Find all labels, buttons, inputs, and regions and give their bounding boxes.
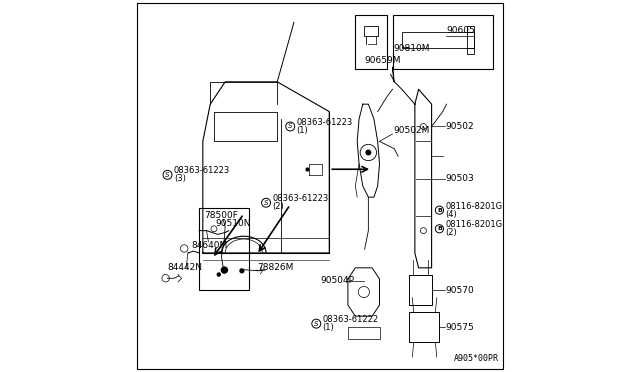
Text: (2): (2) xyxy=(273,202,284,211)
Text: (1): (1) xyxy=(323,323,334,332)
Bar xyxy=(364,26,378,36)
Text: 78826M: 78826M xyxy=(257,263,293,272)
Text: 90504P: 90504P xyxy=(320,276,354,285)
Text: 90503: 90503 xyxy=(445,174,474,183)
Bar xyxy=(392,15,493,69)
Text: S: S xyxy=(264,200,268,206)
Circle shape xyxy=(239,268,244,273)
Text: 90605: 90605 xyxy=(447,26,476,35)
Bar xyxy=(355,15,387,69)
Text: (4): (4) xyxy=(445,210,457,219)
Text: 08363-61222: 08363-61222 xyxy=(323,315,379,324)
Text: 08116-8201G: 08116-8201G xyxy=(445,220,502,229)
Bar xyxy=(402,32,474,48)
Text: S: S xyxy=(288,124,292,129)
Text: (1): (1) xyxy=(296,126,308,135)
Bar xyxy=(467,26,474,54)
Text: B: B xyxy=(437,226,442,231)
Text: 90502: 90502 xyxy=(445,122,474,131)
Text: B: B xyxy=(437,208,442,213)
Text: 84442N: 84442N xyxy=(168,263,202,272)
Bar xyxy=(199,208,250,290)
Text: S: S xyxy=(314,321,319,327)
Text: 08363-61223: 08363-61223 xyxy=(273,194,328,203)
Bar xyxy=(348,327,380,339)
Text: 90510N: 90510N xyxy=(216,219,252,228)
Text: S: S xyxy=(165,172,170,178)
Circle shape xyxy=(221,266,228,274)
Text: 08363-61223: 08363-61223 xyxy=(174,166,230,175)
Circle shape xyxy=(216,272,221,277)
Text: A905*00PR: A905*00PR xyxy=(454,354,499,363)
Text: 90570: 90570 xyxy=(445,286,474,295)
Text: 90575: 90575 xyxy=(445,323,474,332)
Text: 90810M: 90810M xyxy=(394,44,430,53)
Text: 08363-61223: 08363-61223 xyxy=(296,118,353,126)
Text: 90502M: 90502M xyxy=(394,126,429,135)
Text: 84640M: 84640M xyxy=(191,241,228,250)
Text: (2): (2) xyxy=(445,228,457,237)
Circle shape xyxy=(365,150,371,155)
Text: 90659M: 90659M xyxy=(365,56,401,65)
Text: (3): (3) xyxy=(174,174,186,183)
Text: 78500F: 78500F xyxy=(204,211,238,219)
Text: 08116-8201G: 08116-8201G xyxy=(445,202,502,211)
